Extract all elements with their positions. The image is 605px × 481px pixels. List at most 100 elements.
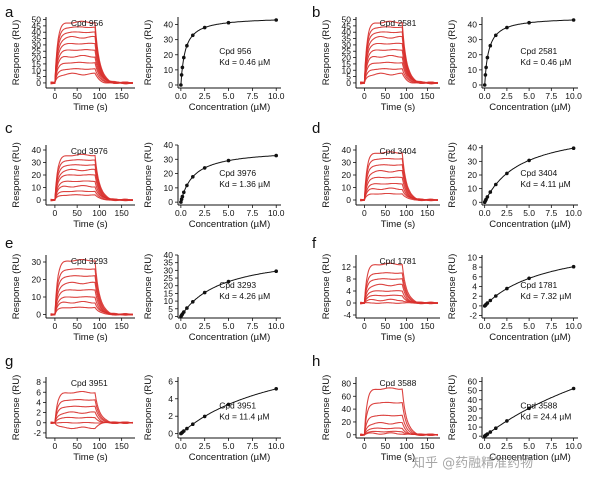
affinity-x-tick-label: 7.5 <box>545 321 557 331</box>
sensorgram-x-tick-label: 50 <box>72 208 82 218</box>
affinity-y-tick-label: 6 <box>472 272 477 282</box>
affinity-x-tick-label: 2.5 <box>199 321 211 331</box>
affinity-data-point <box>191 33 195 38</box>
affinity-x-tick-label: 2.5 <box>501 441 513 451</box>
affinity-x-tick-label: 7.5 <box>246 91 258 101</box>
affinity-y-tick-label: 10 <box>468 65 478 75</box>
affinity-x-tick-label: 0.0 <box>175 321 187 331</box>
sensorgram-y-tick-label: 35 <box>342 34 352 44</box>
affinity-y-tick-label: 20 <box>164 281 174 291</box>
sensorgram-y-tick-label: 2 <box>36 408 41 418</box>
sensorgram-y-tick-label: 0 <box>36 195 41 205</box>
affinity-data-point <box>571 386 576 391</box>
sensorgram-x-tick-label: 150 <box>420 91 434 101</box>
sensorgram-y-tick-label: 12 <box>342 262 352 272</box>
affinity-data-point <box>505 419 509 423</box>
affinity-x-tick-label: 5.0 <box>523 91 535 101</box>
sensorgram-y-tick-label: 25 <box>32 46 42 56</box>
sensorgram-x-tick-label: 0 <box>362 441 367 451</box>
affinity-y-tick-label: 4 <box>168 394 173 404</box>
sensorgram-curve <box>360 302 438 304</box>
sensorgram-y-tick-label: 15 <box>342 59 352 69</box>
affinity-y-axis-title: Response (RU) <box>447 254 458 319</box>
affinity-x-tick-label: 10.0 <box>268 441 285 451</box>
affinity-data-point <box>505 286 509 291</box>
sensorgram-x-tick-label: 0 <box>362 208 367 218</box>
sensorgram-y-axis-title: Response (RU) <box>321 142 332 207</box>
sensorgram-curve <box>50 180 133 201</box>
affinity-compound-label: Cpd 1781 <box>520 280 557 290</box>
sensorgram-y-tick-label: 40 <box>342 145 352 155</box>
affinity-kd-label: Kd = 4.11 µM <box>520 179 570 189</box>
affinity-kd-label: Kd = 7.32 µM <box>520 291 571 301</box>
affinity-y-tick-label: 15 <box>164 288 174 298</box>
affinity-compound-label: Cpd 2581 <box>520 46 557 56</box>
panel-letter: e <box>5 235 13 252</box>
sensorgram-y-tick-label: -4 <box>343 310 351 320</box>
affinity-y-tick-label: 30 <box>164 35 174 45</box>
affinity-x-axis-title: Concentration (µM) <box>189 102 271 113</box>
sensorgram-y-axis-title: Response (RU) <box>11 142 22 207</box>
sensorgram-y-tick-label: 8 <box>346 274 351 284</box>
affinity-x-tick-label: 2.5 <box>199 208 211 218</box>
affinity-y-tick-label: 20 <box>164 50 174 60</box>
affinity-data-point <box>182 190 186 195</box>
affinity-compound-label: Cpd 3293 <box>219 280 256 290</box>
affinity-data-point <box>202 25 207 30</box>
sensorgram-curve <box>50 296 133 316</box>
affinity-data-point <box>202 414 207 419</box>
affinity-x-tick-label: 10.0 <box>565 91 582 101</box>
sensorgram-y-tick-label: -2 <box>33 428 41 438</box>
affinity-data-point <box>527 276 531 281</box>
sensorgram-curve <box>50 275 133 316</box>
affinity-data-point <box>505 25 509 30</box>
affinity-x-tick-label: 10.0 <box>565 208 582 218</box>
affinity-x-tick-label: 5.0 <box>223 441 235 451</box>
sensorgram-x-tick-label: 100 <box>399 321 413 331</box>
affinity-data-point <box>182 55 186 60</box>
sensorgram-x-axis-title: Time (s) <box>73 452 107 463</box>
sensorgram-y-tick-label: 5 <box>36 72 41 82</box>
affinity-x-axis-title: Concentration (µM) <box>489 102 571 113</box>
affinity-x-axis-title: Concentration (µM) <box>189 332 271 343</box>
affinity-data-point <box>488 190 493 194</box>
sensorgram-curve <box>50 300 133 316</box>
sensorgram-y-tick-label: 0 <box>36 310 41 320</box>
affinity-y-tick-label: 10 <box>468 252 478 262</box>
affinity-x-tick-label: 2.5 <box>199 91 211 101</box>
panel-letter: f <box>312 235 317 252</box>
sensorgram-curve <box>360 432 439 437</box>
sensorgram-y-tick-label: 10 <box>342 183 352 193</box>
affinity-data-point <box>527 406 531 411</box>
affinity-y-tick-label: 10 <box>164 296 174 306</box>
affinity-data-point <box>482 83 487 87</box>
sensorgram-y-tick-label: 10 <box>32 65 42 75</box>
sensorgram-y-tick-label: 10 <box>32 183 42 193</box>
affinity-y-tick-label: 40 <box>468 20 478 30</box>
affinity-x-tick-label: 0.0 <box>479 91 491 101</box>
affinity-x-tick-label: 10.0 <box>565 321 582 331</box>
sensorgram-y-tick-label: 20 <box>342 170 352 180</box>
affinity-y-tick-label: 20 <box>468 50 478 60</box>
affinity-x-tick-label: 2.5 <box>501 91 513 101</box>
affinity-y-tick-label: 20 <box>468 413 478 423</box>
affinity-data-point <box>226 279 231 284</box>
affinity-y-tick-label: 40 <box>164 20 174 30</box>
sensorgram-curve <box>50 153 133 202</box>
sensorgram-y-tick-label: 25 <box>342 46 352 56</box>
sensorgram-curve <box>50 258 133 316</box>
affinity-y-tick-label: 0 <box>472 301 477 311</box>
affinity-data-point <box>571 18 576 22</box>
affinity-x-tick-label: 10.0 <box>268 91 285 101</box>
panel-letter: h <box>312 353 320 370</box>
affinity-x-axis-title: Concentration (µM) <box>489 452 571 463</box>
sensorgram-y-tick-label: 40 <box>342 27 352 37</box>
affinity-x-tick-label: 2.5 <box>501 208 513 218</box>
affinity-kd-label: Kd = 4.26 µM <box>219 291 270 301</box>
affinity-y-tick-label: 2 <box>472 291 477 301</box>
affinity-y-tick-label: 10 <box>164 65 174 75</box>
affinity-y-tick-label: 60 <box>468 377 478 387</box>
affinity-y-axis-title: Response (RU) <box>447 20 458 85</box>
affinity-data-point <box>485 195 490 199</box>
